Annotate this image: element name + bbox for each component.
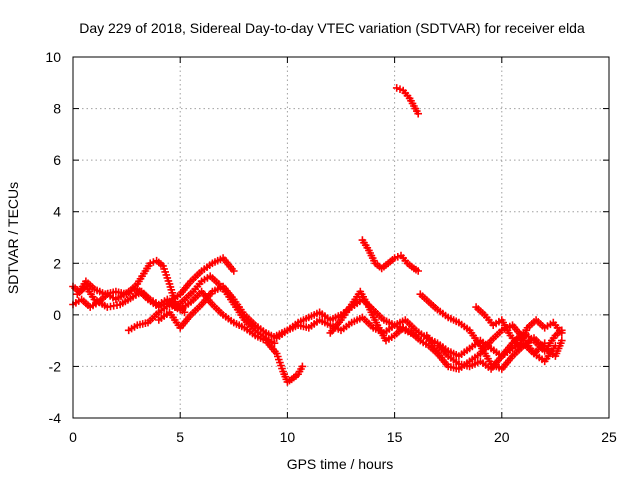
data-point <box>433 349 442 358</box>
data-point <box>278 364 286 373</box>
axis-ticks <box>72 56 610 419</box>
data-point <box>551 342 560 350</box>
data-point <box>127 287 136 295</box>
data-point <box>124 287 133 296</box>
data-point <box>540 339 549 347</box>
y-tick-label: 4 <box>53 204 61 220</box>
data-point <box>558 336 566 345</box>
data-point <box>164 277 173 285</box>
data-point <box>270 339 279 347</box>
series-track-12 <box>326 287 442 358</box>
data-point <box>298 362 307 371</box>
y-tick-label: 2 <box>53 255 61 271</box>
data-point <box>277 361 285 370</box>
y-tick-label: 6 <box>53 152 61 168</box>
x-axis-label: GPS time / hours <box>287 456 394 472</box>
data-point <box>161 268 169 276</box>
data-point <box>167 286 176 294</box>
y-tick-label: 0 <box>53 307 61 323</box>
y-axis-label: SDTVAR / TECUs <box>5 182 21 294</box>
series-track-3 <box>73 272 279 347</box>
x-tick-label: 5 <box>176 429 184 445</box>
grid-lines <box>73 57 609 418</box>
data-point <box>558 329 566 337</box>
data-point <box>163 274 172 282</box>
x-tick-label: 25 <box>601 429 617 445</box>
data-point <box>275 355 283 364</box>
y-tick-label: -2 <box>49 358 62 374</box>
data-point <box>160 265 168 273</box>
data-point <box>272 349 281 358</box>
series-track-13 <box>433 339 549 373</box>
data-point <box>230 267 238 275</box>
plot-frame <box>72 56 610 419</box>
data-point <box>276 358 284 367</box>
data-point <box>414 267 422 275</box>
data-series <box>69 84 566 386</box>
data-point <box>165 280 174 288</box>
data-point <box>414 109 422 118</box>
chart-title: Day 229 of 2018, Sidereal Day-to-day VTE… <box>79 20 585 36</box>
series-track-7 <box>358 236 422 275</box>
data-point <box>274 352 282 361</box>
data-point <box>180 308 189 317</box>
y-tick-label: 10 <box>45 49 61 65</box>
tick-labels: 0 5 10 15 20 25 -4 -2 0 2 4 6 8 10 <box>45 49 617 445</box>
data-point <box>168 289 176 297</box>
data-point <box>159 262 167 270</box>
data-point <box>166 283 175 291</box>
x-tick-label: 20 <box>494 429 510 445</box>
series-track-8 <box>392 84 422 118</box>
y-tick-label: 8 <box>53 101 61 117</box>
data-point <box>162 271 171 279</box>
x-tick-label: 10 <box>280 429 296 445</box>
y-tick-label: -4 <box>49 410 62 426</box>
x-tick-label: 0 <box>69 429 77 445</box>
x-tick-label: 15 <box>387 429 403 445</box>
